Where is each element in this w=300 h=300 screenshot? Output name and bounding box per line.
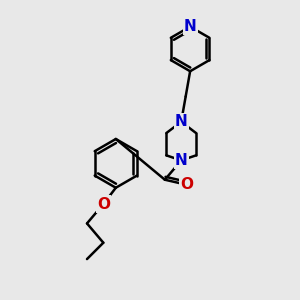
Text: N: N xyxy=(184,19,196,34)
Text: N: N xyxy=(175,153,188,168)
Text: O: O xyxy=(97,196,110,211)
Text: O: O xyxy=(181,177,194,192)
Text: N: N xyxy=(175,114,188,129)
